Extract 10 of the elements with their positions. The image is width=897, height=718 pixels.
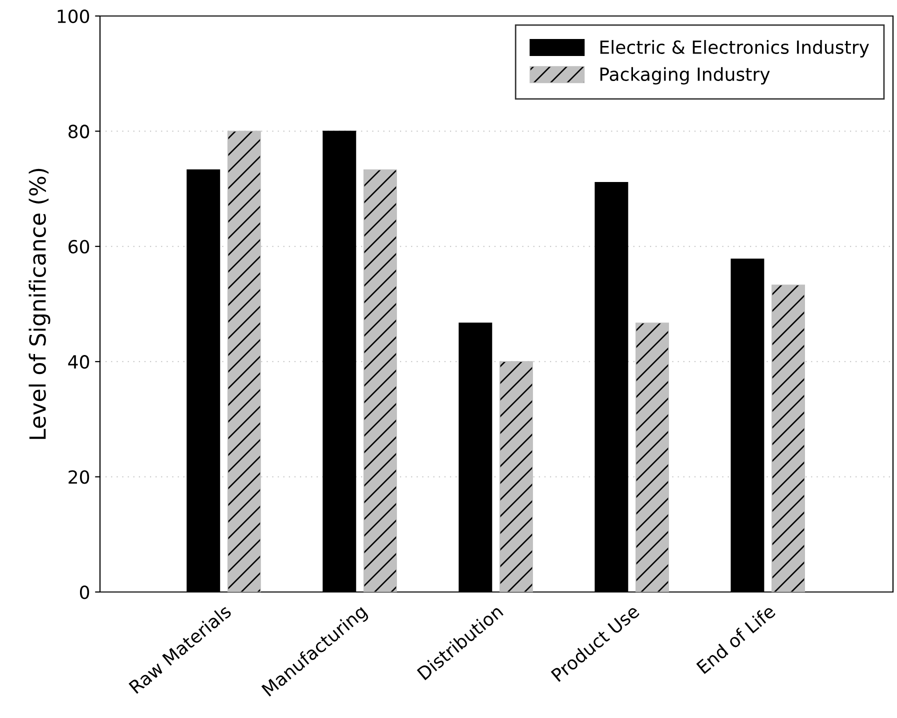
y-tick-label: 60 xyxy=(68,240,90,254)
y-tick-label: 0 xyxy=(80,585,90,600)
legend-label: Electric & Electronics Industry xyxy=(600,40,869,58)
y-axis-title: Level of Significance (%) xyxy=(28,168,50,439)
x-tick-label: End of Life xyxy=(696,604,776,674)
legend-label: Packaging Industry xyxy=(600,67,770,85)
y-tick-label: 40 xyxy=(68,355,90,369)
y-tick-label: 20 xyxy=(68,470,90,484)
y-tick-label: 100 xyxy=(58,9,90,24)
y-tick-label: 80 xyxy=(68,124,90,138)
